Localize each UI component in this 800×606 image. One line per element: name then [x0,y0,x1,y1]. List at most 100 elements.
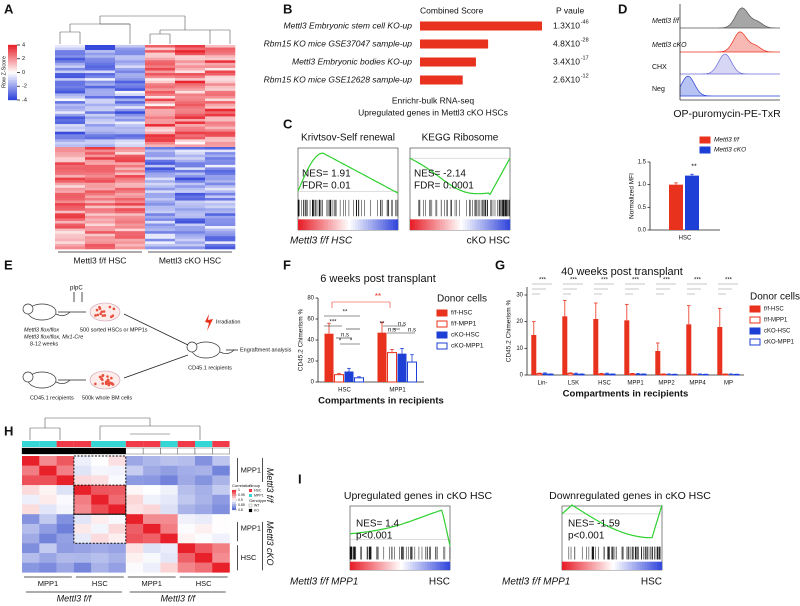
heatmap-cell [85,78,116,81]
heatmap-cell [55,47,86,51]
heatmap-cell [205,213,236,217]
rank-color [395,561,398,570]
rank-color [450,219,453,230]
heatmap-cell [56,504,75,515]
genotype-bar [56,447,75,455]
rank-color [599,561,603,570]
significance: ** [691,163,697,170]
colorbar-title: Row Z-Score [1,56,7,88]
heatmap-cell [85,238,116,242]
heatmap-cell [145,141,176,145]
colorbar-step [232,489,236,493]
heatmap-cell [108,504,126,515]
heatmap-cell [115,185,146,189]
heatmap-cell [175,118,206,122]
heatmap-cell [125,553,144,563]
y-tick-label: 20 [307,359,314,365]
heatmap-cell [108,465,126,476]
heatmap-cell [175,177,206,181]
cell [104,380,108,384]
rank-color [365,561,368,570]
heatmap-cell [85,121,116,125]
stat-value: p<0.001 [356,531,393,542]
heatmap-cell [205,187,236,191]
heatmap-cell [175,57,206,61]
heatmap-cell [145,55,176,59]
group-bar [177,441,195,447]
heatmap-cell [145,47,176,51]
highlight-box [73,455,127,515]
y-tick-label: 0 [520,373,524,379]
rank-color [445,561,448,570]
heatmap-cell [175,85,206,89]
rank-color [430,219,433,230]
heatmap-cell [55,144,86,148]
heatmap-cell [73,475,92,486]
heatmap-cell [85,47,116,51]
heatmap-cell [175,65,206,69]
heatmap-cell [143,533,161,544]
heatmap-cell [125,494,144,505]
bar [387,352,397,383]
heatmap-cell [115,205,146,209]
heatmap-cell [175,116,206,120]
heatmap-cell [115,55,146,59]
rank-color [400,561,403,570]
heatmap-cell [175,218,206,222]
rank-color [427,561,431,570]
heatmap-cell [108,523,126,534]
heatmap-cell [22,533,40,544]
colorbar-step [8,88,17,92]
heatmap-cell [39,523,57,534]
rank-color [330,219,334,230]
rank-color [594,561,598,570]
heatmap-cell [205,203,236,206]
significance: ** [343,310,348,316]
heatmap-cell [195,485,213,495]
heatmap-cell [115,215,146,219]
x-tick-label: LSK [568,381,579,387]
heatmap-cell [145,187,176,191]
heatmap-cell [145,50,176,53]
rank-color [445,219,448,230]
heatmap-cell [85,75,116,79]
heatmap-cell [205,111,236,115]
rank-color [410,561,413,570]
heatmap-cell [115,136,146,140]
heatmap-cell [205,93,236,97]
heatmap-cell [205,101,236,104]
rank-color [325,219,329,230]
heatmap-cell [56,514,75,525]
mouse-head [22,303,34,315]
heatmap-cell [85,246,116,250]
diagram-text: CD45.1 recipients [188,365,232,371]
heatmap-cell [205,246,236,250]
heatmap-cell [115,228,146,232]
heatmap-cell [175,223,206,227]
colorbar-step [8,86,17,90]
rank-color [624,561,628,570]
x-tick-label: Lin- [537,381,547,387]
heatmap-cell [55,231,86,234]
nes-value: NES= 1.4 [356,519,400,530]
legend-label: f/f-MPP1 [451,321,477,328]
heatmap-cell [85,190,116,194]
legend-label: f/f-HSC [764,307,784,313]
x-axis-label: Compartments in recipients [318,396,444,407]
diagram-text: Mettl3 flox/flox, Mx1-Cre [24,334,83,340]
rank-color [487,219,491,230]
rank-color [340,219,344,230]
heatmap-cell [175,210,206,214]
group-label: Mettl3 cKO HSC [159,255,221,265]
heatmap-cell [85,187,116,191]
rank-color [415,561,418,570]
p-value-exponent: -28 [581,37,589,43]
rank-color [619,561,623,570]
heatmap-cell [85,67,116,71]
dish [89,370,121,390]
heatmap-cell [55,226,86,229]
heatmap-cell [145,198,176,201]
rank-color [373,219,376,230]
heatmap-cell [55,185,86,189]
